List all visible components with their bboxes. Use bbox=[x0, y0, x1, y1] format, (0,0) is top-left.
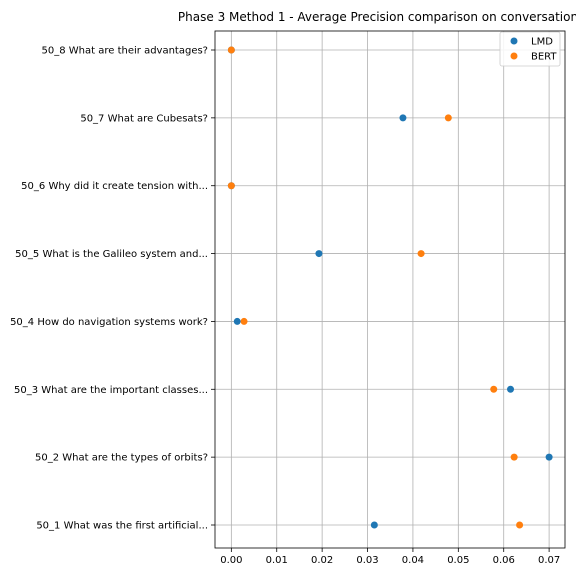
plot-frame bbox=[214, 30, 566, 549]
y-tick-label: 50_8 What are their advantages? bbox=[42, 46, 208, 57]
point-bert-8 bbox=[227, 46, 235, 54]
y-tick-label: 50_6 Why did it create tension with... bbox=[21, 181, 208, 192]
legend: LMD BERT bbox=[499, 31, 561, 67]
x-tick-label: 0.00 bbox=[220, 555, 242, 566]
x-tick-label: 0.03 bbox=[356, 555, 378, 566]
point-bert-5 bbox=[417, 250, 425, 258]
legend-marker-lmd bbox=[510, 37, 518, 45]
y-tick-label: 50_4 How do navigation systems work? bbox=[10, 317, 208, 328]
x-tick-label: 0.07 bbox=[538, 555, 560, 566]
x-tick-label: 0.05 bbox=[447, 555, 469, 566]
grid-layer bbox=[215, 31, 565, 548]
point-lmd-7 bbox=[399, 114, 407, 122]
point-bert-6 bbox=[227, 182, 235, 190]
legend-marker-bert bbox=[510, 52, 518, 60]
point-bert-1 bbox=[516, 521, 524, 529]
y-tick-label: 50_7 What are Cubesats? bbox=[80, 113, 208, 124]
x-tick-label: 0.04 bbox=[402, 555, 424, 566]
y-tick-label: 50_2 What are the types of orbits? bbox=[35, 453, 208, 464]
x-tick-label: 0.02 bbox=[311, 555, 333, 566]
legend-label-lmd: LMD bbox=[531, 37, 553, 48]
point-bert-3 bbox=[490, 385, 498, 393]
point-lmd-5 bbox=[315, 250, 323, 258]
y-tick-label: 50_1 What was the first artificial... bbox=[36, 521, 208, 532]
point-bert-4 bbox=[240, 317, 248, 325]
point-lmd-4 bbox=[233, 317, 241, 325]
chart-title: Phase 3 Method 1 - Average Precision com… bbox=[178, 10, 576, 24]
points-layer bbox=[227, 46, 553, 529]
legend-label-bert: BERT bbox=[531, 52, 557, 63]
point-bert-2 bbox=[510, 453, 518, 461]
axes-layer: 0.00 0.01 0.02 0.03 0.04 0.05 0.06 0.07 50_1 Wha… bbox=[10, 30, 566, 566]
point-bert-7 bbox=[444, 114, 452, 122]
point-lmd-3 bbox=[507, 385, 515, 393]
point-lmd-2 bbox=[545, 453, 553, 461]
x-tick-label: 0.01 bbox=[266, 555, 288, 566]
y-tick-label: 50_5 What is the Galileo system and... bbox=[15, 249, 208, 260]
x-tick-label: 0.06 bbox=[493, 555, 515, 566]
point-lmd-1 bbox=[370, 521, 378, 529]
y-tick-label: 50_3 What are the important classes... bbox=[14, 385, 208, 396]
